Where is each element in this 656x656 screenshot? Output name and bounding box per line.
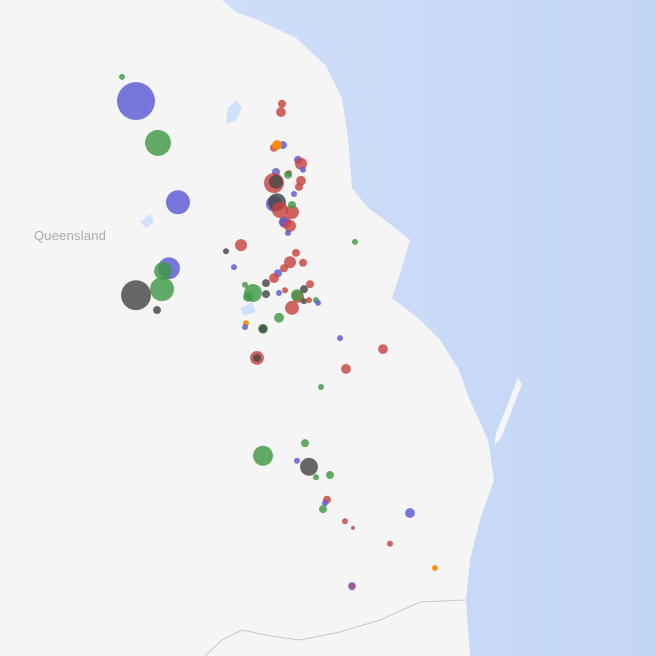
map-bubble-green[interactable] bbox=[253, 445, 273, 466]
map-bubble-green[interactable] bbox=[145, 129, 171, 156]
map-bubble-dark[interactable] bbox=[301, 298, 307, 305]
map-bubble-green[interactable] bbox=[352, 238, 358, 245]
lake bbox=[140, 214, 154, 228]
map-bubble-red[interactable] bbox=[292, 248, 300, 257]
map-bubble-red[interactable] bbox=[276, 107, 286, 117]
map-bubble-dark[interactable] bbox=[259, 324, 267, 333]
map-bubble-blue[interactable] bbox=[405, 508, 415, 518]
map-bubble-dark[interactable] bbox=[300, 457, 318, 476]
map-bubble-red[interactable] bbox=[285, 300, 299, 315]
map-bubble-green[interactable] bbox=[319, 505, 327, 514]
map-bubble-red[interactable] bbox=[284, 219, 296, 232]
map-bubble-green[interactable] bbox=[119, 73, 125, 80]
map-bubble-green[interactable] bbox=[301, 439, 309, 448]
map-bubble-blue[interactable] bbox=[322, 500, 328, 507]
map-bubble-green[interactable] bbox=[326, 471, 334, 480]
map-bubble-blue[interactable] bbox=[285, 230, 291, 237]
map-bubble-dark[interactable] bbox=[269, 174, 283, 189]
map-bubble-dark[interactable] bbox=[223, 248, 229, 255]
map-bubble-green[interactable] bbox=[291, 289, 303, 302]
map-bubble-red[interactable] bbox=[342, 518, 348, 525]
map-bubble-red[interactable] bbox=[349, 583, 355, 589]
map-bubble-red[interactable] bbox=[299, 258, 307, 267]
lake bbox=[240, 302, 256, 316]
map-bubble-green[interactable] bbox=[242, 281, 248, 288]
map-bubble-dark[interactable] bbox=[262, 290, 270, 299]
map-bubble-red[interactable] bbox=[282, 287, 288, 294]
map-bubble-dark[interactable] bbox=[262, 279, 270, 288]
map-bubble-red[interactable] bbox=[341, 364, 351, 374]
map-bubble-green[interactable] bbox=[154, 262, 172, 280]
map-bubble-blue[interactable] bbox=[276, 290, 282, 296]
map-bubble-red[interactable] bbox=[295, 157, 307, 170]
map-bubble-red[interactable] bbox=[235, 239, 247, 252]
fraser-island bbox=[494, 378, 522, 446]
map-bubble-dark[interactable] bbox=[300, 285, 308, 294]
map-bubble-blue[interactable] bbox=[291, 191, 297, 197]
map-bubble-red[interactable] bbox=[295, 182, 303, 191]
map-bubble-red[interactable] bbox=[351, 525, 355, 530]
state-border bbox=[204, 599, 467, 656]
map-bubble-blue[interactable] bbox=[231, 264, 237, 271]
map-bubble-dark[interactable] bbox=[121, 280, 151, 311]
map-bubble-green[interactable] bbox=[150, 277, 174, 302]
map-bubble-red[interactable] bbox=[306, 297, 312, 304]
map-bubble-red[interactable] bbox=[285, 205, 299, 220]
map-bubble-dark[interactable] bbox=[153, 306, 161, 315]
map-bubble-red[interactable] bbox=[280, 264, 288, 273]
map-bubble-blue[interactable] bbox=[315, 299, 321, 306]
map-bubble-red[interactable] bbox=[269, 273, 279, 284]
map-bubble-red[interactable] bbox=[272, 201, 288, 218]
map-bubble-green[interactable] bbox=[284, 170, 292, 179]
map-bubble-blue[interactable] bbox=[337, 335, 343, 342]
map-bubble-blue[interactable] bbox=[300, 166, 306, 173]
map-bubble-dark[interactable] bbox=[253, 353, 261, 362]
map-bubble-green[interactable] bbox=[288, 201, 296, 209]
map-bubble-orange[interactable] bbox=[432, 565, 438, 571]
bubble-layer bbox=[117, 73, 438, 591]
lake bbox=[226, 100, 242, 124]
map-bubble-red[interactable] bbox=[284, 256, 296, 269]
map-bubble-green[interactable] bbox=[318, 384, 324, 391]
map-bubble-green[interactable] bbox=[243, 291, 253, 302]
map-bubble-red[interactable] bbox=[278, 99, 286, 108]
map-bubble-red[interactable] bbox=[378, 344, 388, 354]
map-bubble-red[interactable] bbox=[306, 280, 314, 289]
map-bubble-blue[interactable] bbox=[294, 457, 300, 464]
map-bubble-blue[interactable] bbox=[242, 324, 248, 331]
map-bubble-blue[interactable] bbox=[166, 190, 190, 215]
map-bubble-green[interactable] bbox=[313, 474, 319, 481]
map-bubble-red[interactable] bbox=[387, 540, 393, 547]
map-bubble-blue[interactable] bbox=[117, 82, 155, 121]
map-bubble-orange[interactable] bbox=[272, 140, 282, 150]
map-bubble-green[interactable] bbox=[274, 312, 284, 323]
region-label-queensland: Queensland bbox=[34, 228, 107, 243]
